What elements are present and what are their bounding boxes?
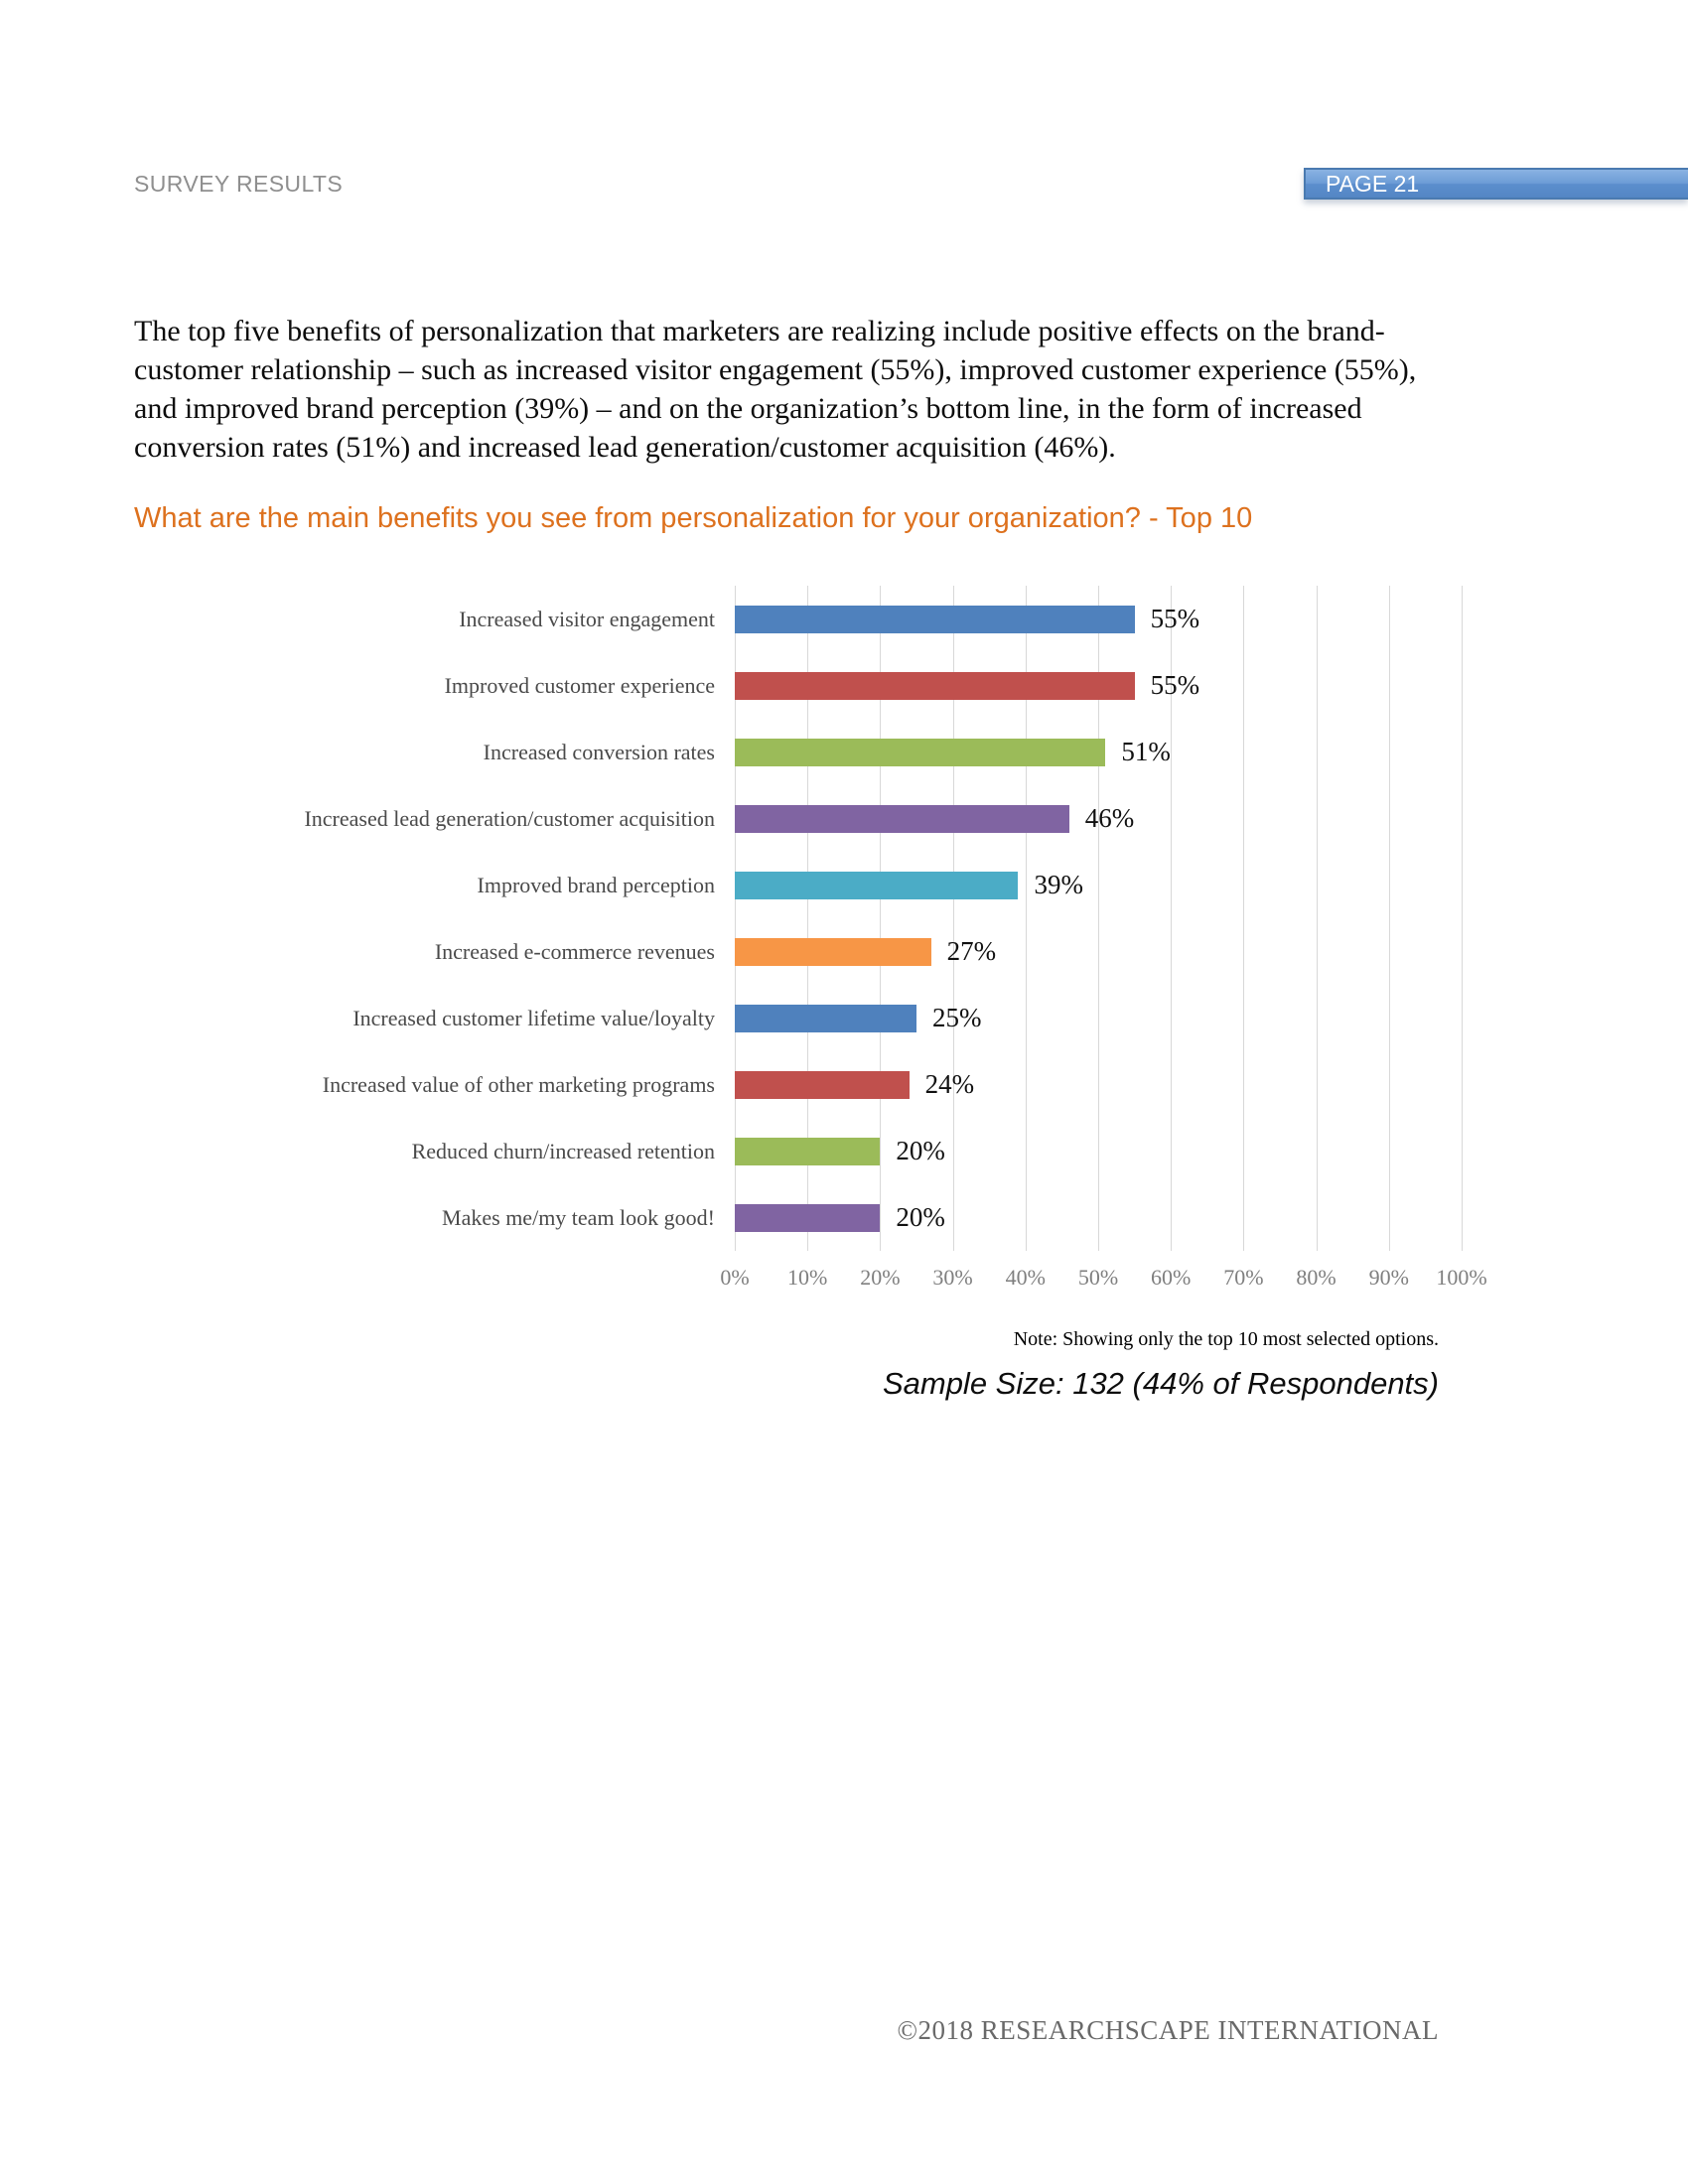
category-label: Improved brand perception: [477, 872, 715, 897]
plot-gridlines: [735, 586, 1463, 1251]
x-axis-tick-label: 90%: [1368, 1265, 1409, 1290]
chart-bar: [735, 1137, 881, 1165]
page-number-label: PAGE 21: [1326, 170, 1420, 197]
category-label: Improved customer experience: [444, 672, 715, 698]
intro-paragraph: The top five benefits of personalization…: [134, 315, 1417, 464]
gridline: [1243, 586, 1245, 1251]
x-axis-tick-label: 10%: [787, 1265, 828, 1290]
gridline: [1171, 586, 1173, 1251]
chart-bar: [735, 1070, 910, 1099]
x-axis-tick-label: 0%: [720, 1265, 750, 1290]
x-axis-tick-label: 100%: [1436, 1265, 1487, 1290]
gridline: [807, 586, 809, 1251]
copyright-footer: ©2018 RESEARCHSCAPE INTERNATIONAL: [897, 2015, 1439, 2045]
gridline: [735, 586, 736, 1251]
bar-value-label: 27%: [946, 936, 997, 966]
gridline: [1098, 586, 1099, 1251]
x-axis-tick-label: 60%: [1151, 1265, 1192, 1290]
chart-note: Note: Showing only the top 10 most selec…: [1013, 1328, 1439, 1350]
gridline: [1025, 586, 1027, 1251]
bar-value-label: 51%: [1121, 737, 1171, 766]
gridline: [1462, 586, 1463, 1251]
category-label: Increased value of other marketing progr…: [322, 1071, 715, 1097]
x-axis-tick-label: 20%: [860, 1265, 901, 1290]
plot-area: 55% 55% 51% 46% 39% 27% 25% 24% 20% 20%: [735, 586, 1463, 1251]
x-axis: 0% 10% 20% 30% 40% 50% 60% 70% 80% 90% 100%: [720, 1265, 1486, 1295]
x-axis-tick-label: 80%: [1296, 1265, 1336, 1290]
category-label: Increased conversion rates: [483, 739, 715, 764]
category-label: Increased customer lifetime value/loyalt…: [352, 1005, 715, 1030]
category-label: Increased lead generation/customer acqui…: [304, 805, 715, 831]
bar-value-label: 46%: [1084, 803, 1135, 833]
chart-bar: [735, 605, 1135, 633]
category-label: Increased e-commerce revenues: [434, 938, 715, 964]
gridline: [1388, 586, 1390, 1251]
bar-value-label: 20%: [896, 1136, 945, 1165]
gridline: [1316, 586, 1318, 1251]
bar-value-label: 55%: [1150, 670, 1200, 700]
x-axis-tick-label: 70%: [1223, 1265, 1264, 1290]
gridline: [952, 586, 954, 1251]
x-axis-tick-label: 30%: [932, 1265, 973, 1290]
bar-value-label: 24%: [924, 1069, 975, 1099]
category-labels: Increased visitor engagement Improved cus…: [119, 586, 715, 1251]
category-label: Makes me/my team look good!: [442, 1204, 715, 1230]
page-number-badge: PAGE 21: [1304, 168, 1688, 200]
chart-bar: [735, 1004, 916, 1032]
sample-size-caption: Sample Size: 132 (44% of Respondents): [882, 1366, 1439, 1401]
bar-value-label: 39%: [1034, 870, 1083, 899]
x-axis-tick-label: 40%: [1005, 1265, 1046, 1290]
chart-bar: [735, 738, 1106, 766]
chart-bar: [735, 1203, 881, 1232]
chart-bar: [735, 671, 1135, 700]
x-axis-tick-label: 50%: [1077, 1265, 1119, 1290]
category-label: Increased visitor engagement: [459, 606, 715, 631]
chart-bar: [735, 937, 931, 966]
bar-value-label: 25%: [932, 1003, 982, 1032]
header-label: SURVEY RESULTS: [134, 171, 344, 197]
chart-bar: [735, 804, 1069, 833]
chart-bar: [735, 871, 1019, 899]
gridline: [880, 586, 882, 1251]
bar-rows: 55% 55% 51% 46% 39% 27% 25% 24% 20% 20%: [735, 586, 1462, 1251]
bar-value-label: 20%: [896, 1202, 945, 1232]
question-heading: What are the main benefits you see from …: [134, 502, 1253, 534]
category-label: Reduced churn/increased retention: [411, 1138, 715, 1163]
bar-value-label: 55%: [1150, 604, 1200, 633]
